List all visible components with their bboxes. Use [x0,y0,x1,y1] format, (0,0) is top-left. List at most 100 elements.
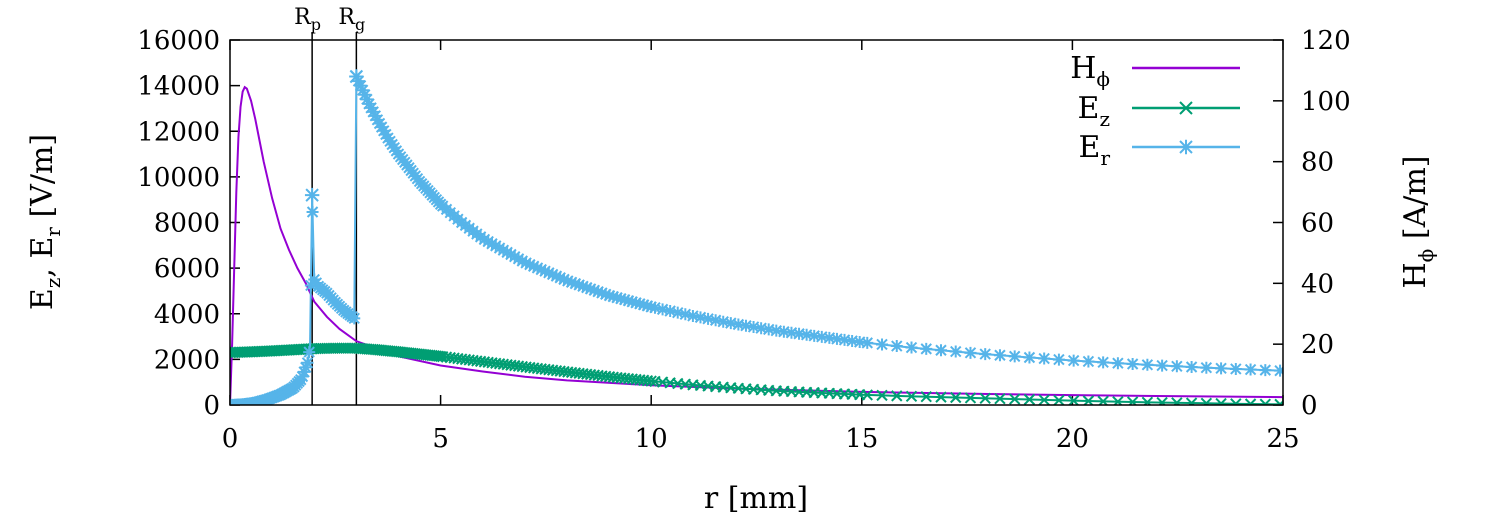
data-point [618,293,631,306]
data-point [296,370,309,383]
data-point [671,306,684,319]
data-point [993,349,1006,362]
data-point [964,392,977,404]
data-point [876,389,888,402]
data-point [348,312,361,325]
data-point [800,328,813,341]
x-tick-label: 15 [845,424,878,454]
data-point [1215,362,1228,375]
data-point [724,317,737,330]
data-point [542,266,555,279]
data-point [891,390,903,402]
y-axis-left-label: Ez, Er [V/m] [25,134,65,310]
data-point [920,391,932,403]
data-point [1008,393,1021,405]
data-point [777,325,790,338]
marker-label: Rg [338,5,365,34]
data-point [964,346,977,359]
data-point [1200,397,1213,405]
data-point [1259,398,1272,405]
data-point [1111,357,1124,370]
data-point [622,294,635,307]
data-point [349,69,364,84]
data-point [1097,356,1110,369]
legend-label: Er [1079,130,1111,170]
y-left-tick-label: 8000 [154,209,220,239]
series-layer [230,69,1283,405]
data-point [561,274,574,287]
data-point [356,84,369,97]
data-point [531,261,544,274]
data-point [709,314,722,327]
data-point [1023,393,1036,405]
data-point [755,322,768,335]
y-left-tick-label: 10000 [137,163,220,193]
data-point [520,256,533,269]
data-point [815,330,828,343]
y-right-tick-label: 60 [1301,209,1334,239]
data-point [485,237,498,250]
data-point [1067,394,1080,405]
y-left-tick-label: 2000 [154,345,220,375]
data-point [365,101,378,114]
data-point [656,303,669,316]
data-point [1156,359,1169,372]
data-point [905,390,918,403]
data-point [979,392,991,405]
data-point [637,298,650,311]
x-tick-label: 20 [1056,424,1089,454]
y-left-tick-label: 0 [203,391,220,421]
data-point [770,324,783,337]
data-point [1230,398,1242,405]
y-right-tick-label: 100 [1301,87,1351,117]
data-point [569,277,582,290]
data-point [645,375,657,387]
y-left-tick-label: 6000 [154,254,220,284]
data-point [1244,363,1257,376]
data-point [306,206,319,219]
data-point [299,361,312,374]
data-point [994,392,1006,405]
x-tick-label: 10 [635,424,668,454]
data-point [1067,354,1080,367]
data-point [558,273,571,286]
data-point [823,331,836,344]
marker-label: Rp [294,5,321,34]
data-point [1023,351,1036,364]
data-point [950,391,962,404]
data-point [626,295,639,308]
data-point [371,113,384,126]
data-point [516,254,529,267]
data-point [595,286,608,299]
data-point [377,124,390,137]
x-tick-label: 25 [1266,424,1299,454]
data-point [352,75,365,88]
y-left-tick-label: 14000 [137,72,220,102]
data-point [497,244,510,257]
plot-frame [229,39,1284,406]
data-point [1244,398,1257,405]
data-point [739,319,752,332]
data-point [1229,362,1242,375]
series-2 [230,69,1283,405]
data-point [1185,397,1198,405]
series-1 [230,342,1283,405]
data-point [367,105,380,118]
legend-label: Ez [1078,91,1110,131]
data-point [527,260,540,273]
y-axis-right-label: Hϕ [A/m] [1398,156,1438,289]
data-point [1126,396,1139,405]
data-point [686,309,699,322]
data-point [550,270,563,283]
data-point [641,299,654,312]
data-point [694,311,707,324]
data-point [793,327,806,340]
data-point [1178,139,1194,155]
data-point [679,308,692,321]
data-point [489,239,502,252]
data-point [808,329,821,342]
data-point [360,93,373,106]
data-point [876,338,889,351]
y-right-tick-label: 40 [1301,269,1334,299]
data-point [301,356,314,369]
